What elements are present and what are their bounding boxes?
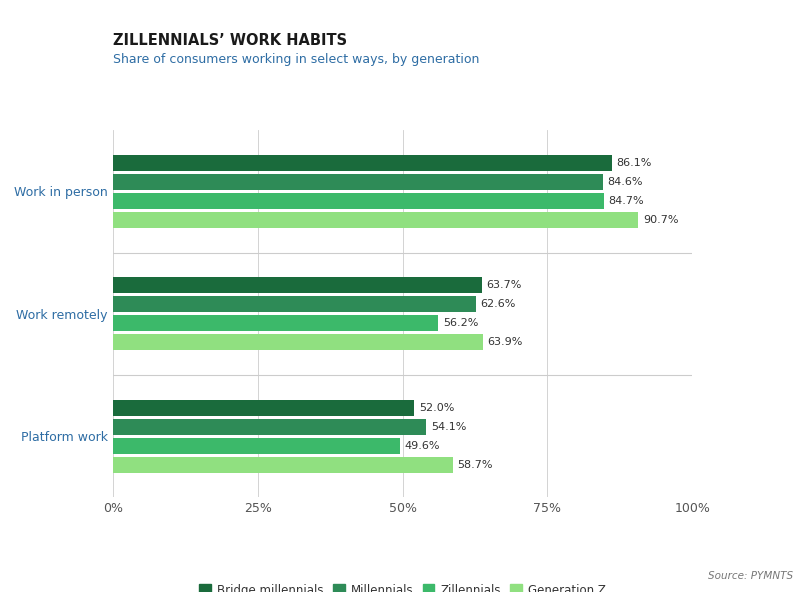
Bar (113, 400, 414, 416)
Text: 56.2%: 56.2% (443, 318, 478, 328)
Bar (113, 437, 400, 453)
Legend: Bridge millennials, Millennials, Zillennials, Generation Z: Bridge millennials, Millennials, Zillenn… (195, 579, 610, 592)
Bar (113, 193, 604, 209)
Bar (113, 278, 482, 293)
Text: 84.6%: 84.6% (608, 177, 643, 187)
Bar (113, 456, 453, 472)
Bar (113, 174, 603, 190)
Text: ZILLENNIALS’ WORK HABITS: ZILLENNIALS’ WORK HABITS (113, 33, 347, 47)
Bar (113, 419, 427, 435)
Text: 86.1%: 86.1% (617, 158, 652, 168)
Bar (113, 334, 483, 350)
Text: 58.7%: 58.7% (457, 459, 493, 469)
Text: 52.0%: 52.0% (419, 403, 454, 413)
Text: 63.9%: 63.9% (488, 337, 523, 347)
Text: 62.6%: 62.6% (480, 300, 515, 309)
Text: 54.1%: 54.1% (431, 422, 466, 432)
Text: 90.7%: 90.7% (643, 215, 679, 225)
Text: Share of consumers working in select ways, by generation: Share of consumers working in select way… (113, 53, 479, 66)
Bar (113, 297, 476, 312)
Bar (113, 316, 439, 331)
Text: Source: PYMNTS: Source: PYMNTS (708, 571, 793, 581)
Text: 63.7%: 63.7% (486, 281, 522, 290)
Text: 84.7%: 84.7% (609, 196, 644, 206)
Bar (113, 155, 612, 171)
Bar (113, 212, 638, 228)
Text: 49.6%: 49.6% (405, 440, 440, 451)
